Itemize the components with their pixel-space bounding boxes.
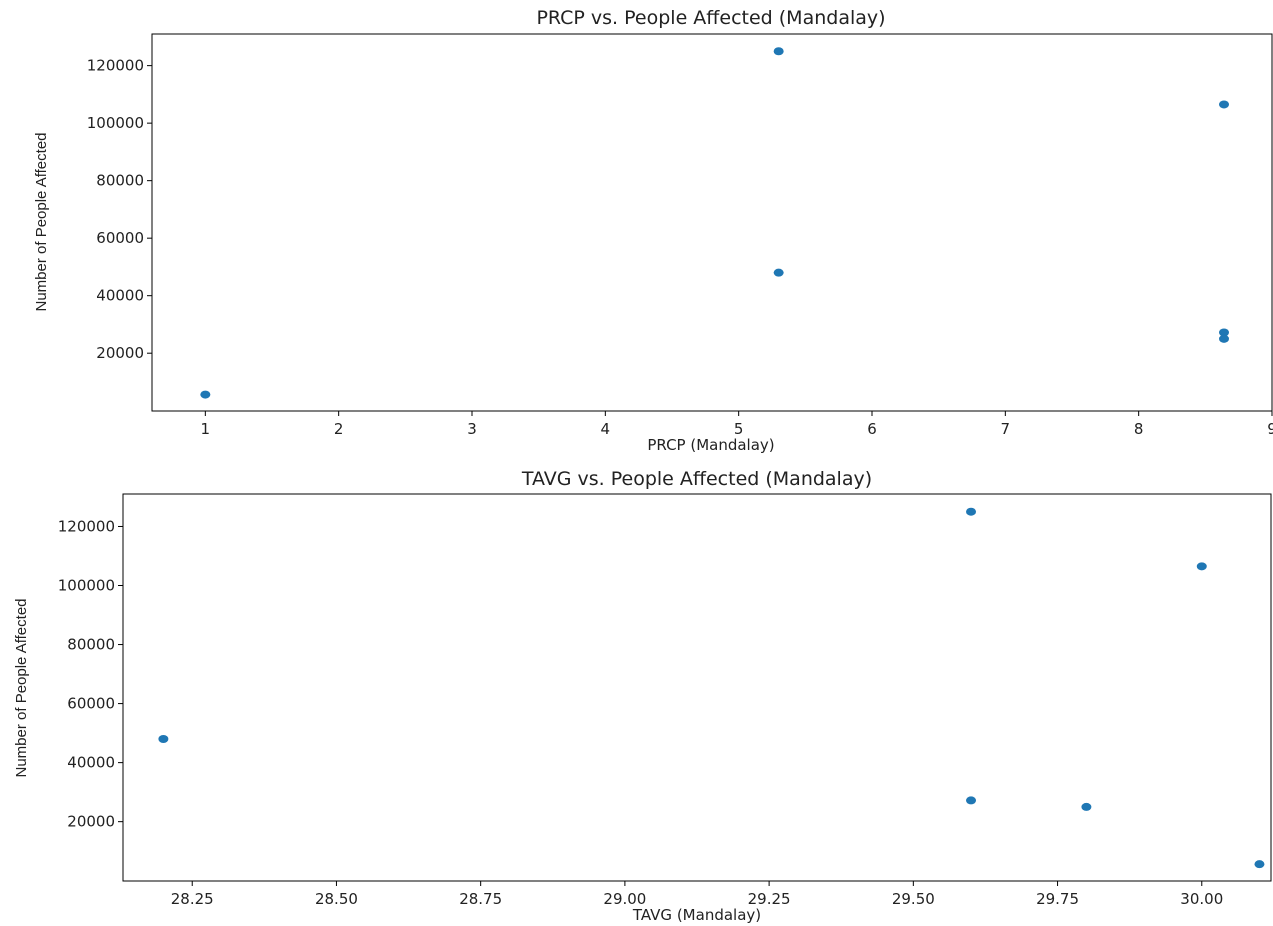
- scatter-point: [1254, 860, 1265, 869]
- y-tick-label: 80000: [96, 172, 144, 190]
- x-tick-label: 28.50: [315, 890, 358, 908]
- y-tick-label: 80000: [67, 636, 115, 654]
- y-axis-label: Number of People Affected: [13, 598, 30, 777]
- scatter-point: [1219, 328, 1229, 337]
- x-tick-label: 7: [1001, 420, 1011, 438]
- prcp-chart-panel: PRCP vs. People Affected (Mandalay) 1 2 3 4…: [33, 7, 1273, 454]
- scatter-points: [158, 507, 1265, 869]
- x-axis-label: TAVG (Mandalay): [632, 906, 761, 924]
- x-tick-label: 3: [467, 420, 477, 438]
- x-tick-label: 29.50: [892, 890, 935, 908]
- y-tick-label: 60000: [67, 695, 115, 713]
- y-tick-label: 100000: [58, 577, 115, 595]
- y-tick-label: 20000: [67, 813, 115, 831]
- x-axis: 1 2 3 4 5 6 7 8 9: [201, 411, 1273, 438]
- x-tick-label: 4: [601, 420, 611, 438]
- x-axis-label: PRCP (Mandalay): [647, 436, 774, 454]
- scatter-point: [966, 507, 977, 516]
- x-tick-label: 29.75: [1036, 890, 1079, 908]
- x-tick-label: 8: [1134, 420, 1144, 438]
- x-tick-label: 1: [201, 420, 211, 438]
- scatter-point: [1081, 802, 1092, 811]
- scatter-point: [773, 47, 784, 56]
- x-tick-label: 29.25: [748, 890, 791, 908]
- x-tick-label: 28.25: [171, 890, 214, 908]
- y-axis-label: Number of People Affected: [33, 132, 50, 311]
- y-tick-label: 20000: [96, 344, 144, 362]
- chart-title: TAVG vs. People Affected (Mandalay): [521, 468, 872, 490]
- y-axis: 20000 40000 60000 80000 100000 120000: [87, 57, 152, 362]
- x-tick-label: 5: [734, 420, 744, 438]
- scatter-point: [773, 268, 784, 277]
- x-tick-label: 9: [1267, 420, 1273, 438]
- y-tick-label: 60000: [96, 229, 144, 247]
- y-tick-label: 100000: [87, 114, 144, 132]
- scatter-point: [1196, 562, 1207, 571]
- y-axis: 20000 40000 60000 80000 100000 120000: [58, 517, 123, 831]
- tavg-chart-panel: TAVG vs. People Affected (Mandalay) 28.2…: [13, 468, 1272, 924]
- scatter-point: [158, 735, 169, 744]
- x-tick-label: 30.00: [1180, 890, 1223, 908]
- plot-area: [151, 33, 1273, 412]
- y-tick-label: 120000: [87, 57, 144, 75]
- scatter-point: [1219, 100, 1229, 109]
- plot-area: [122, 493, 1272, 882]
- x-tick-label: 29.00: [603, 890, 646, 908]
- chart-title: PRCP vs. People Affected (Mandalay): [536, 7, 885, 29]
- scatter-points: [200, 47, 1229, 399]
- scatter-point: [1219, 334, 1229, 343]
- y-tick-label: 40000: [96, 287, 144, 305]
- scatter-point: [200, 390, 211, 399]
- scatter-point: [966, 796, 977, 805]
- x-axis: 28.25 28.50 28.75 29.00 29.25 29.50 29.75 30.00: [171, 881, 1223, 908]
- x-tick-label: 28.75: [459, 890, 502, 908]
- x-tick-label: 6: [867, 420, 877, 438]
- y-tick-label: 40000: [67, 754, 115, 772]
- x-tick-label: 2: [334, 420, 344, 438]
- y-tick-label: 120000: [58, 517, 115, 535]
